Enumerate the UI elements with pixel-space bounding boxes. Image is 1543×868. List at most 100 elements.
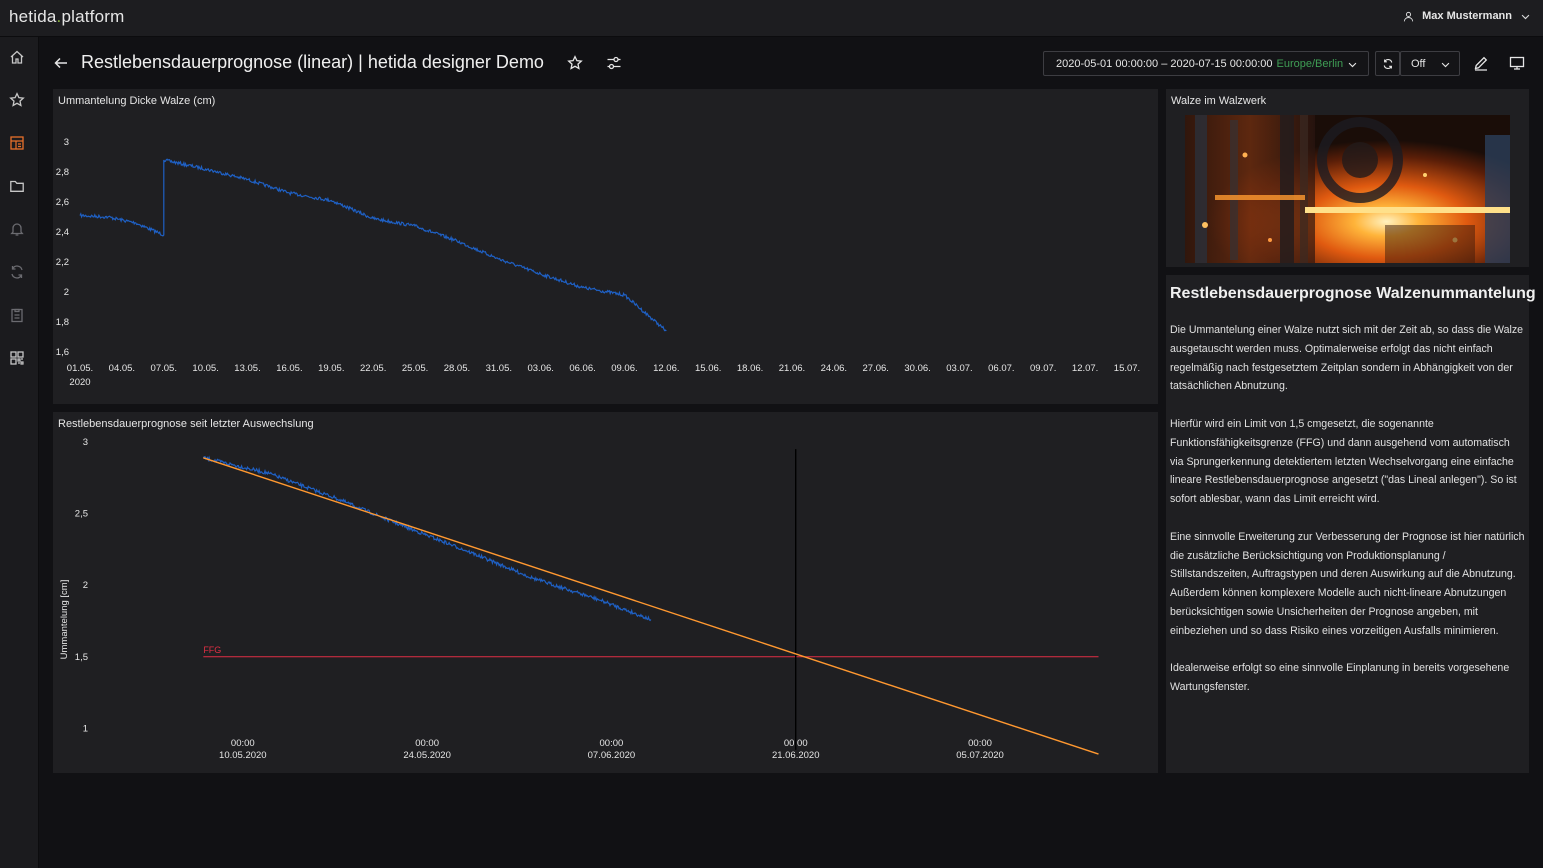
- user-name: Max Mustermann: [1422, 10, 1512, 22]
- thickness-series-line: [79, 158, 667, 332]
- panel-forecast-chart: Restlebensdauerprognose seit letzter Aus…: [53, 412, 1158, 773]
- y-tick-label: 3: [64, 137, 69, 148]
- x-tick-label: 18.06.: [737, 363, 763, 374]
- y-tick-label: 1,6: [56, 347, 69, 358]
- x-tick-label: 15.07.: [1114, 363, 1140, 374]
- refresh-interval-value: Off: [1411, 58, 1426, 70]
- description-paragraph: Idealerweise erfolgt so eine sinnvolle E…: [1170, 662, 1510, 694]
- x-tick-label: 03.06.: [527, 363, 553, 374]
- x-tick-label: 15.06.: [695, 363, 721, 374]
- panel-title[interactable]: Walze im Walzwerk: [1171, 95, 1267, 107]
- x-tick-label: 13.05.: [234, 363, 260, 374]
- description-paragraph: Die Ummantelung einer Walze nutzt sich m…: [1170, 324, 1524, 393]
- folder-icon[interactable]: [9, 178, 25, 194]
- side-nav: [0, 37, 39, 868]
- timezone-label: Europe/Berlin: [1276, 58, 1344, 70]
- time-range-picker[interactable]: 2020-05-01 00:00:00 – 2020-07-15 00:00:0…: [1043, 51, 1369, 76]
- refresh-button[interactable]: [1375, 51, 1400, 76]
- x-tick-label: 12.06.: [653, 363, 679, 374]
- x-tick-label: 12.07.: [1072, 363, 1098, 374]
- y-tick-label: 2,8: [56, 167, 69, 178]
- x-tick-label: 03.07.: [946, 363, 972, 374]
- y-tick-label: 1,8: [56, 317, 69, 328]
- x-tick-label: 21.06.: [779, 363, 805, 374]
- panel-description: Restlebensdauerprognose Walzenummantelun…: [1166, 275, 1536, 773]
- x-tick-label: 24.06.: [821, 363, 847, 374]
- forecast-chart: Ummantelung [cm]11,522,5300:0010.05.2020…: [59, 437, 1099, 761]
- ffg-threshold-label: FFG: [203, 645, 221, 655]
- x-tick-time: 00:00: [600, 738, 624, 749]
- back-arrow-icon[interactable]: [53, 55, 69, 71]
- panel-thickness-chart: Ummantelung Dicke Walze (cm) 01.05. 04.05…: [53, 89, 1158, 404]
- clipboard-icon[interactable]: [9, 307, 25, 323]
- x-tick-date: 07.06.2020: [588, 750, 636, 761]
- x-tick-label: 10.05.: [192, 363, 218, 374]
- time-range-value: 2020-05-01 00:00:00 – 2020-07-15 00:00:0…: [1056, 58, 1273, 70]
- x-tick-date: 10.05.2020: [219, 750, 267, 761]
- x-tick-label: 04.05.: [109, 363, 135, 374]
- refresh-icon: [1383, 59, 1393, 69]
- top-bar: hetida.platform Max Mustermann: [0, 0, 1543, 37]
- refresh-interval-select[interactable]: Off: [1400, 51, 1460, 76]
- x-tick-label: 30.06.: [904, 363, 930, 374]
- x-tick-label: 28.05.: [444, 363, 470, 374]
- x-tick-time: 00:00: [968, 738, 992, 749]
- y-tick-label: 2,2: [56, 257, 69, 268]
- x-year-label: 2020: [69, 377, 90, 388]
- user-menu[interactable]: Max Mustermann: [1403, 10, 1531, 22]
- x-tick-label: 31.05.: [486, 363, 512, 374]
- description-body: Die Ummantelung einer Walze nutzt sich m…: [1170, 321, 1526, 716]
- chevron-down-icon: [1441, 62, 1450, 68]
- edit-pencil-icon[interactable]: [1473, 55, 1489, 71]
- alerting-icon[interactable]: [9, 221, 25, 237]
- y-tick-label: 2,6: [56, 197, 69, 208]
- x-tick-label: 06.07.: [988, 363, 1014, 374]
- x-tick-label: 06.06.: [569, 363, 595, 374]
- measured-series-line: [202, 455, 652, 622]
- description-paragraph: Hierfür wird ein Limit von 1,5 cmgesetzt…: [1170, 417, 1517, 506]
- x-tick-label: 27.06.: [863, 363, 889, 374]
- x-tick-label: 16.05.: [276, 363, 302, 374]
- y-axis-label: Ummantelung [cm]: [59, 580, 70, 660]
- x-tick-label: 01.05.: [67, 363, 93, 374]
- panel-roll-image: Walze im Walzwerk: [1166, 89, 1529, 267]
- dashboard-header: Restlebensdauerprognose (linear) | hetid…: [39, 37, 1543, 89]
- settings-sliders-icon[interactable]: [606, 55, 622, 71]
- chevron-down-icon: [1521, 14, 1530, 19]
- sync-icon[interactable]: [9, 264, 25, 280]
- chevron-down-icon: [1348, 62, 1357, 68]
- dashboards-icon[interactable]: [9, 135, 25, 151]
- y-tick-label: 2: [64, 287, 69, 298]
- dashboard-title: Restlebensdauerprognose (linear) | hetid…: [81, 52, 544, 72]
- rolling-mill-photo: [1185, 115, 1510, 263]
- x-tick-label: 22.05.: [360, 363, 386, 374]
- user-icon: [1404, 11, 1414, 21]
- x-tick-date: 21.06.2020: [772, 750, 820, 761]
- logo[interactable]: hetida.platform: [9, 7, 125, 26]
- starred-icon[interactable]: [9, 92, 25, 108]
- x-tick-label: 07.05.: [151, 363, 177, 374]
- x-tick-date: 05.07.2020: [956, 750, 1004, 761]
- home-icon[interactable]: [9, 49, 25, 65]
- y-tick-label: 2,4: [56, 227, 69, 238]
- thickness-chart: 01.05. 04.05. 07.05. 10.05. 13.05. 16.05. 19.0…: [56, 137, 1140, 388]
- y-tick-label: 2,5: [75, 509, 88, 520]
- x-tick-time: 00:00: [231, 738, 255, 749]
- star-icon[interactable]: [567, 55, 583, 71]
- description-paragraph: Eine sinnvolle Erweiterung zur Verbesser…: [1170, 530, 1525, 637]
- x-tick-label: 09.06.: [611, 363, 637, 374]
- tv-mode-icon[interactable]: [1509, 55, 1525, 71]
- forecast-series-line: [203, 457, 1099, 755]
- description-heading: Restlebensdauerprognose Walzenummantelun…: [1170, 285, 1536, 302]
- x-tick-label: 09.07.: [1030, 363, 1056, 374]
- y-tick-label: 1: [83, 723, 88, 734]
- panel-title[interactable]: Ummantelung Dicke Walze (cm): [58, 95, 216, 107]
- x-tick-label: 25.05.: [402, 363, 428, 374]
- y-tick-label: 3: [83, 437, 88, 448]
- qr-icon[interactable]: [9, 350, 25, 366]
- y-tick-label: 2: [83, 580, 88, 591]
- y-tick-label: 1,5: [75, 652, 88, 663]
- x-tick-time: 00:00: [415, 738, 439, 749]
- x-tick-label: 19.05.: [318, 363, 344, 374]
- panel-title[interactable]: Restlebensdauerprognose seit letzter Aus…: [58, 418, 314, 430]
